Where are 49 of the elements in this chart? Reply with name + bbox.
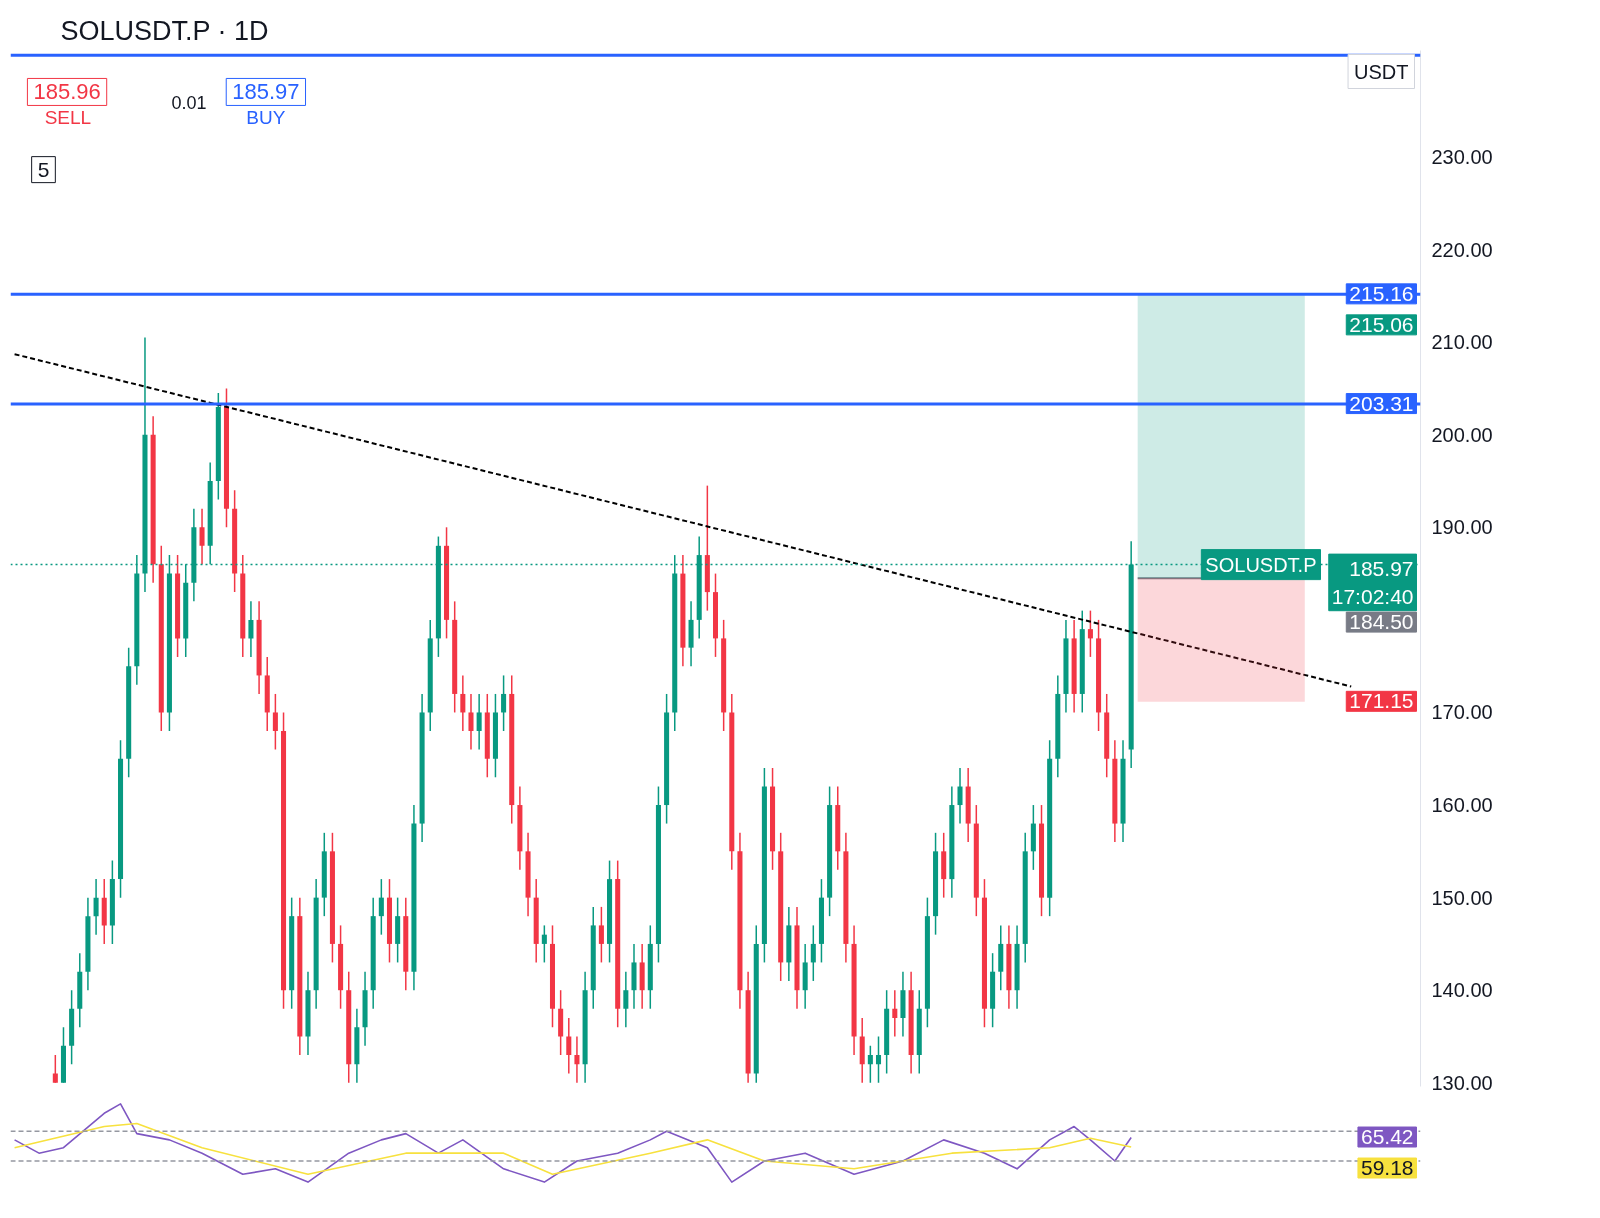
- candlestick: [623, 970, 629, 1028]
- candlestick: [957, 767, 963, 825]
- ref-line-label: 203.31: [1349, 391, 1414, 415]
- candlestick: [248, 600, 254, 658]
- y-tick-label: 150.00: [1431, 886, 1493, 909]
- annotation: BUY: [246, 107, 286, 129]
- y-tick-label: 130.00: [1431, 1071, 1493, 1094]
- candlestick: [1087, 609, 1093, 658]
- y-tick-label: 170.00: [1431, 701, 1493, 724]
- candlestick: [501, 674, 507, 732]
- annotation: 185.97: [232, 79, 300, 105]
- y-tick-label: 140.00: [1431, 979, 1493, 1002]
- band-label: 215.06: [1349, 312, 1414, 336]
- y-tick-label: 200.00: [1431, 423, 1493, 446]
- candlestick: [541, 924, 547, 964]
- candlestick: [460, 674, 466, 732]
- ref-line-label: 185.97: [1349, 557, 1414, 581]
- y-tick-label: 230.00: [1431, 145, 1493, 168]
- candlestick: [810, 924, 816, 982]
- candlestick: [566, 1017, 572, 1075]
- y-tick-label: 160.00: [1431, 794, 1493, 817]
- band-label: 171.15: [1349, 689, 1414, 713]
- annotation: 0.01: [171, 92, 207, 113]
- annotation: 17:02:40: [1331, 584, 1414, 608]
- y-tick-label: 190.00: [1431, 516, 1493, 539]
- candlestick: [199, 508, 205, 566]
- candlestick: [867, 1045, 873, 1084]
- y-tick-label: 210.00: [1431, 331, 1493, 354]
- candlestick: [574, 1035, 580, 1084]
- candlestick: [476, 693, 482, 751]
- ref-line-label: 184.50: [1349, 610, 1414, 634]
- annotation: SOLUSDT.P: [1205, 553, 1317, 576]
- candlestick: [52, 1054, 58, 1084]
- annotation: 59.18: [1360, 1156, 1414, 1180]
- candlestick: [378, 878, 384, 936]
- ref-line-label: 215.16: [1349, 281, 1414, 305]
- candlestick: [875, 1035, 882, 1084]
- chart-title: SOLUSDT.P · 1D: [60, 15, 269, 46]
- annotation: USDT: [1354, 60, 1409, 83]
- y-tick-label: 220.00: [1431, 238, 1493, 261]
- annotation: 65.42: [1360, 1125, 1414, 1149]
- annotation: 5: [37, 157, 50, 181]
- candlestick: [468, 693, 474, 751]
- candlestick: [892, 989, 898, 1038]
- annotation: 185.96: [33, 79, 101, 105]
- candlestick: [93, 878, 99, 936]
- candlestick: [272, 693, 278, 751]
- annotation: SELL: [44, 107, 92, 129]
- candlestick: [598, 906, 604, 964]
